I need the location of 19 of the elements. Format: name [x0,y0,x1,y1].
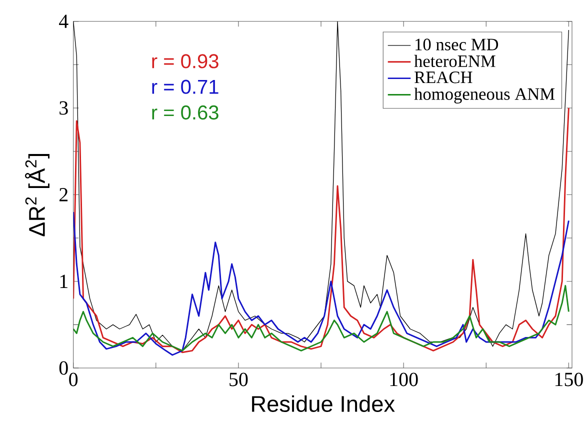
annotation: r = 0.71 [152,80,218,94]
annotation: r = 0.63 [152,106,218,120]
y-axis-title: ΔR$^{2}$ [Å$^{2}$] [24,154,50,236]
legend-label: REACH [414,72,472,84]
legend-label: 10 nsec MD [416,38,498,51]
y-tick-label: 2 [60,188,68,202]
x-axis-title: Residue Index [252,396,395,412]
y-tick-label: 4 [59,14,68,28]
x-tick-label: 100 [390,372,418,386]
x-tick-label: 50 [230,372,248,386]
y-tick-label: 1 [60,274,68,288]
legend-label: heteroENM [414,55,496,68]
legend-label: homogeneous ANM [414,88,555,104]
x-tick-label: 150 [555,372,583,386]
y-tick-label: 0 [59,361,68,375]
x-tick-label: 0 [69,372,78,386]
annotation: r = 0.93 [152,54,218,68]
line-series [73,21,570,352]
y-tick-label: 3 [60,101,68,115]
